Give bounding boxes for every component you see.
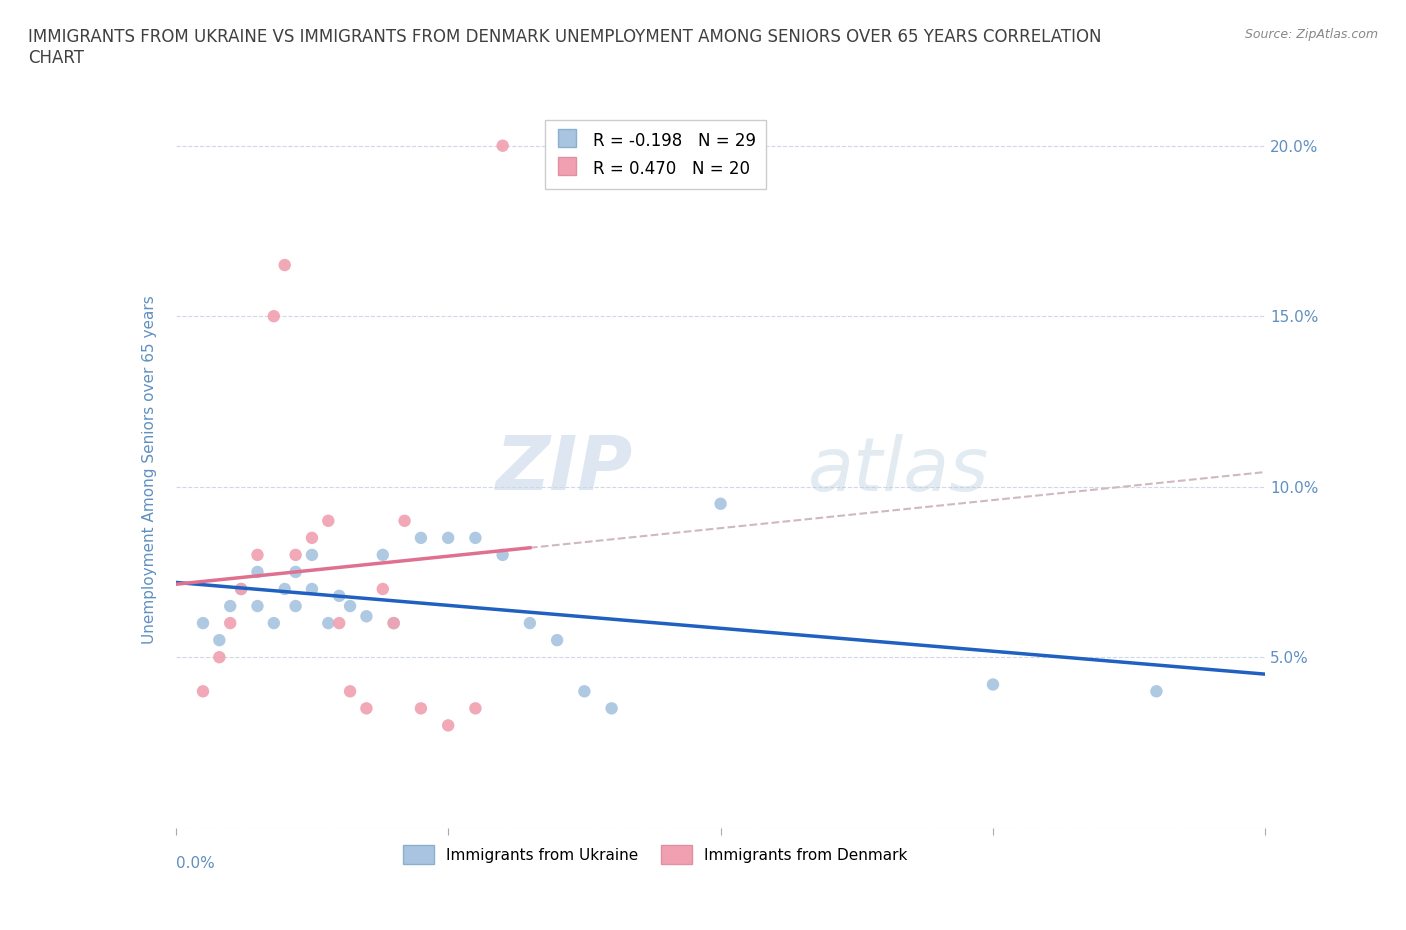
Point [382, 616, 405, 631]
Point [284, 599, 307, 614]
Point [263, 616, 285, 631]
Point [191, 616, 214, 631]
Point [301, 581, 323, 596]
Point [371, 581, 394, 596]
Text: atlas: atlas [807, 433, 990, 506]
Point [318, 616, 340, 631]
Text: 0.0%: 0.0% [176, 857, 215, 871]
Point [284, 548, 307, 563]
Point [981, 677, 1004, 692]
Point [519, 616, 541, 631]
Y-axis label: Unemployment Among Seniors over 65 years: Unemployment Among Seniors over 65 years [142, 296, 157, 644]
Point [284, 565, 307, 579]
Point [339, 684, 361, 698]
Point [328, 616, 350, 631]
Point [301, 530, 323, 545]
Point [437, 530, 460, 545]
Point [409, 530, 432, 545]
Point [301, 548, 323, 563]
Point [492, 139, 515, 153]
Text: ZIP: ZIP [496, 433, 633, 506]
Point [208, 632, 231, 647]
Point [464, 701, 486, 716]
Point [710, 497, 733, 512]
Point [318, 513, 340, 528]
Point [246, 565, 269, 579]
Point [437, 718, 460, 733]
Point [339, 599, 361, 614]
Legend: Immigrants from Ukraine, Immigrants from Denmark: Immigrants from Ukraine, Immigrants from… [396, 840, 914, 870]
Point [274, 258, 297, 272]
Text: IMMIGRANTS FROM UKRAINE VS IMMIGRANTS FROM DENMARK UNEMPLOYMENT AMONG SENIORS OV: IMMIGRANTS FROM UKRAINE VS IMMIGRANTS FR… [28, 28, 1102, 67]
Point [231, 581, 253, 596]
Point [328, 589, 350, 604]
Point [464, 530, 486, 545]
Point [263, 309, 285, 324]
Point [246, 599, 269, 614]
Point [356, 609, 378, 624]
Point [371, 548, 394, 563]
Point [409, 701, 432, 716]
Point [546, 632, 568, 647]
Point [231, 581, 253, 596]
Point [219, 616, 242, 631]
Point [382, 616, 405, 631]
Text: Source: ZipAtlas.com: Source: ZipAtlas.com [1244, 28, 1378, 41]
Point [1144, 684, 1167, 698]
Point [191, 684, 214, 698]
Point [246, 548, 269, 563]
Point [574, 684, 596, 698]
Point [219, 599, 242, 614]
Point [492, 548, 515, 563]
Point [274, 581, 297, 596]
Point [394, 513, 416, 528]
Point [208, 650, 231, 665]
Point [356, 701, 378, 716]
Point [600, 701, 623, 716]
